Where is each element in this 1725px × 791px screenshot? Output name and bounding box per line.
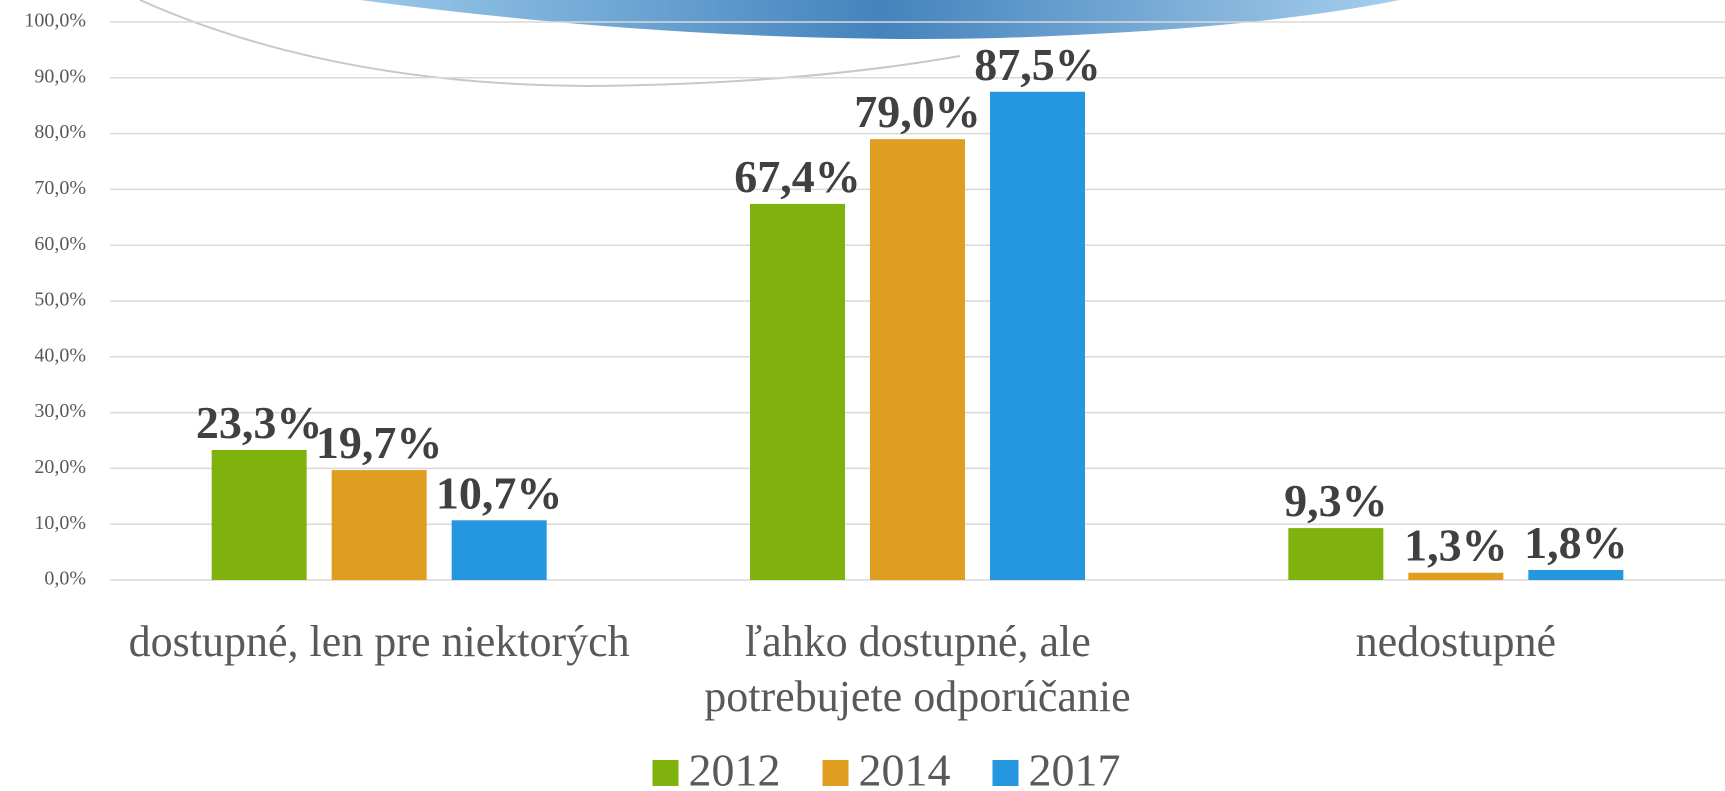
legend-swatch [822, 760, 849, 786]
y-tick-label: 0,0% [44, 568, 86, 590]
bar [1288, 528, 1384, 580]
bar [1528, 569, 1624, 580]
y-tick-label: 60,0% [34, 233, 86, 255]
y-tick-label: 90,0% [34, 65, 86, 87]
x-tick-label: nedostupné [1355, 617, 1557, 666]
value-label: 67,4% [734, 151, 861, 202]
value-label: 23,3% [196, 397, 323, 448]
bar [211, 449, 307, 580]
bar [870, 139, 965, 580]
value-label: 19,7% [316, 417, 443, 468]
value-label: 87,5% [974, 39, 1101, 90]
value-label: 79,0% [854, 86, 981, 137]
bar [750, 203, 845, 580]
decor-arc [139, 0, 961, 88]
x-tick-label: ľahko dostupné, ale potrebujete odporúča… [704, 617, 1131, 721]
legend-label: 2012 [689, 745, 781, 791]
legend-label: 2017 [1029, 745, 1121, 791]
y-tick-label: 40,0% [34, 344, 86, 366]
bar [331, 470, 427, 580]
decor-swoosh [360, 0, 1400, 39]
y-tick-label: 50,0% [34, 289, 86, 311]
bar [1408, 572, 1504, 580]
legend-swatch [992, 760, 1019, 786]
y-tick-label: 70,0% [34, 177, 86, 199]
legend-swatch [652, 760, 679, 786]
bar [990, 91, 1085, 580]
y-tick-label: 100,0% [24, 10, 86, 32]
value-label: 10,7% [436, 467, 563, 518]
y-tick-label: 30,0% [34, 400, 86, 422]
value-label: 1,3% [1404, 520, 1508, 571]
y-tick-label: 10,0% [34, 512, 86, 534]
y-tick-label: 80,0% [34, 121, 86, 143]
y-tick-label: 20,0% [34, 456, 86, 478]
legend-label: 2014 [859, 745, 951, 791]
bar [451, 520, 547, 580]
value-label: 1,8% [1524, 517, 1628, 568]
x-tick-label: dostupné, len pre niektorých [128, 617, 630, 666]
value-label: 9,3% [1284, 475, 1388, 526]
